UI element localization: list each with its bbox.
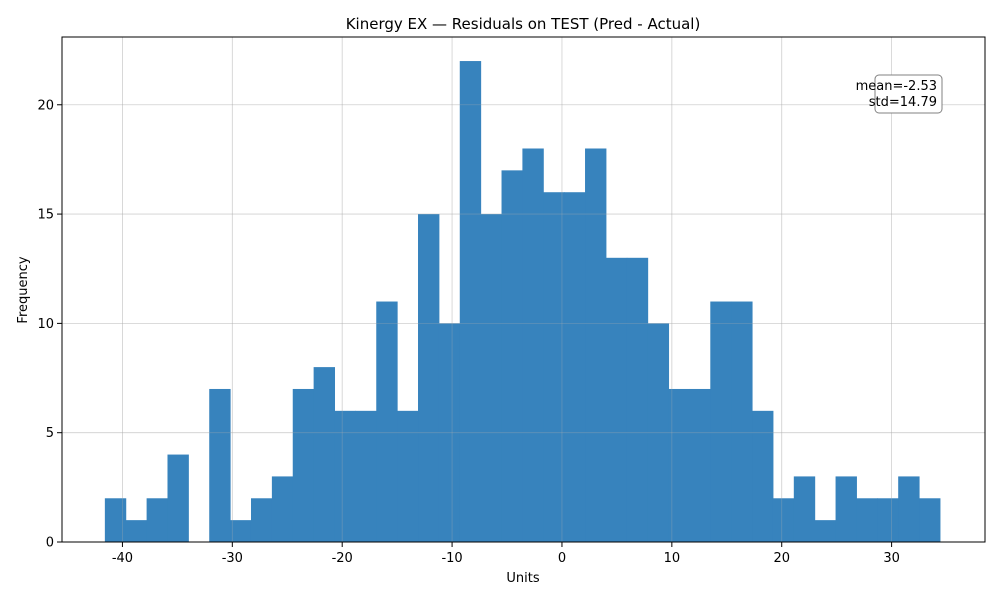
x-tick-label: 30 [883, 551, 900, 566]
histogram-bar [418, 214, 440, 542]
histogram-bar [689, 388, 711, 542]
x-tick-label: -20 [332, 551, 353, 566]
x-axis-label: Units [506, 571, 539, 586]
plot-frame [61, 36, 986, 543]
histogram-bar [125, 520, 148, 542]
stats-mean: mean=-2.53 [856, 79, 937, 94]
y-tick-label: 0 [46, 536, 54, 551]
y-tick-label: 5 [46, 426, 54, 441]
histogram-bar [647, 323, 670, 542]
histogram-bar [376, 301, 398, 542]
histogram-bar [271, 476, 294, 542]
histogram-bar [334, 410, 356, 542]
histogram-bar [146, 498, 168, 542]
histogram-bar [752, 410, 774, 542]
histogram-bar [814, 520, 837, 542]
histogram-bar [710, 301, 732, 542]
stats-box [874, 74, 943, 114]
stats-annotation: mean=-2.53 std=14.79 [856, 74, 943, 114]
histogram-bar [668, 388, 690, 542]
histogram-bar [355, 410, 377, 542]
x-axis-ticks: -40 -30 -20 -10 0 10 20 30 [112, 542, 900, 566]
histogram-bar [230, 520, 252, 542]
y-tick-label: 20 [37, 98, 54, 113]
histogram-bar [835, 476, 857, 542]
x-tick-label: -40 [112, 551, 133, 566]
y-tick-label: 10 [37, 317, 54, 332]
x-tick-label: 10 [664, 551, 681, 566]
histogram-bar [605, 257, 628, 542]
histogram-bar [919, 498, 941, 542]
histogram-bar [459, 61, 482, 543]
histogram-bar [898, 476, 920, 542]
histogram-bar [877, 498, 899, 542]
x-tick-label: -10 [441, 551, 462, 566]
y-axis-label: Frequency [16, 256, 31, 323]
histogram-bar [313, 367, 336, 542]
histogram-bar [856, 498, 878, 542]
histogram-bar [209, 388, 231, 542]
histogram-bar [585, 148, 607, 542]
histogram-bar [793, 476, 816, 542]
histogram-bar [167, 454, 189, 542]
histogram-bars [104, 61, 941, 543]
histogram-bar [731, 301, 753, 542]
histogram-bar [501, 170, 523, 542]
histogram-bar [480, 214, 503, 542]
stats-std: std=14.79 [869, 95, 937, 110]
histogram-bar [564, 192, 586, 543]
histogram-bar [397, 410, 419, 542]
chart-title: Kinergy EX — Residuals on TEST (Pred - A… [346, 15, 701, 33]
histogram-bar [438, 323, 461, 542]
x-tick-label: 20 [773, 551, 790, 566]
histogram-bar [292, 388, 315, 542]
y-tick-label: 15 [37, 208, 54, 223]
x-tick-label: 0 [558, 551, 566, 566]
histogram-bar [772, 498, 795, 542]
y-axis-ticks: 0 5 10 15 20 [37, 98, 62, 551]
histogram-bar [250, 498, 273, 542]
histogram-bar [104, 498, 127, 542]
histogram-bar [522, 148, 544, 542]
histogram-bar [543, 192, 565, 543]
x-tick-label: -30 [222, 551, 243, 566]
histogram-bar [626, 257, 649, 542]
